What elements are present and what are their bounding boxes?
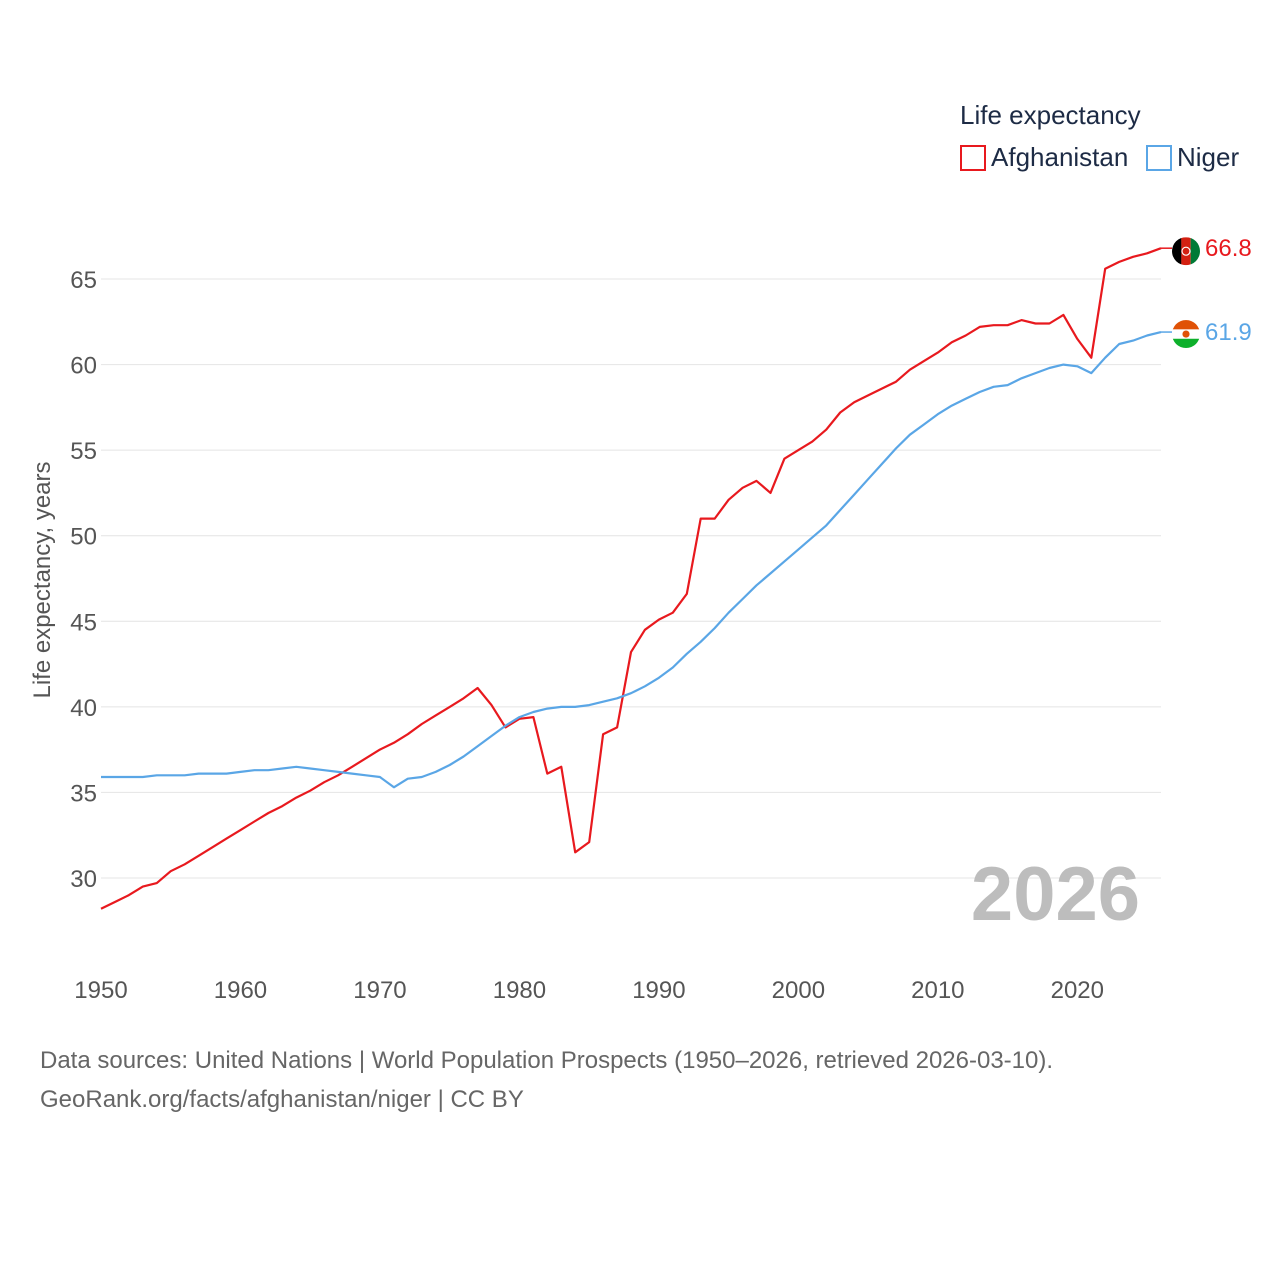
y-tick-label: 50 xyxy=(70,524,97,551)
x-axis-ticks: 1950 1960 1970 1980 1990 2000 2010 2020 xyxy=(74,977,1104,1004)
y-tick-label: 65 xyxy=(70,267,97,294)
end-value-niger: 61.9 xyxy=(1205,319,1252,346)
y-axis-ticks: 30 35 40 45 50 55 60 65 xyxy=(70,267,97,893)
legend-title: Life expectancy xyxy=(960,100,1141,130)
current-year-label: 2026 xyxy=(971,852,1140,937)
x-tick-label: 2010 xyxy=(911,977,964,1004)
x-tick-label: 1950 xyxy=(74,977,127,1004)
y-axis-label: Life expectancy, years xyxy=(29,461,56,698)
x-tick-label: 1970 xyxy=(353,977,406,1004)
legend-swatch-niger[interactable] xyxy=(1146,145,1172,171)
legend-label-niger[interactable]: Niger xyxy=(1177,142,1239,172)
x-tick-label: 2000 xyxy=(772,977,825,1004)
data-source-note: Data sources: United Nations | World Pop… xyxy=(40,1047,1054,1074)
series-line-afghanistan[interactable] xyxy=(100,247,1162,910)
y-tick-label: 45 xyxy=(70,609,97,636)
attribution-link[interactable]: GeoRank.org/facts/afghanistan/niger | CC… xyxy=(40,1086,524,1113)
series-line-niger[interactable] xyxy=(101,331,1162,789)
legend-swatch-afghanistan[interactable] xyxy=(960,145,986,171)
afghanistan-flag-icon xyxy=(1172,237,1200,266)
y-tick-label: 40 xyxy=(70,695,97,722)
y-tick-label: 30 xyxy=(70,866,97,893)
legend-label-afghanistan[interactable]: Afghanistan xyxy=(991,142,1128,172)
y-tick-label: 60 xyxy=(70,353,97,380)
gridlines xyxy=(101,278,1161,879)
y-tick-label: 55 xyxy=(70,438,97,465)
x-tick-label: 1980 xyxy=(493,977,546,1004)
niger-flag-icon xyxy=(1172,320,1200,349)
x-tick-label: 1990 xyxy=(632,977,685,1004)
legend[interactable]: Life expectancy Afghanistan Niger xyxy=(960,100,1239,172)
x-tick-label: 2020 xyxy=(1051,977,1104,1004)
end-value-afghanistan: 66.8 xyxy=(1205,235,1252,262)
x-tick-label: 1960 xyxy=(214,977,267,1004)
line-chart: 30 35 40 45 50 55 60 65 1950 1960 1970 1980 1990 200… xyxy=(29,100,1252,1004)
y-tick-label: 35 xyxy=(70,780,97,807)
